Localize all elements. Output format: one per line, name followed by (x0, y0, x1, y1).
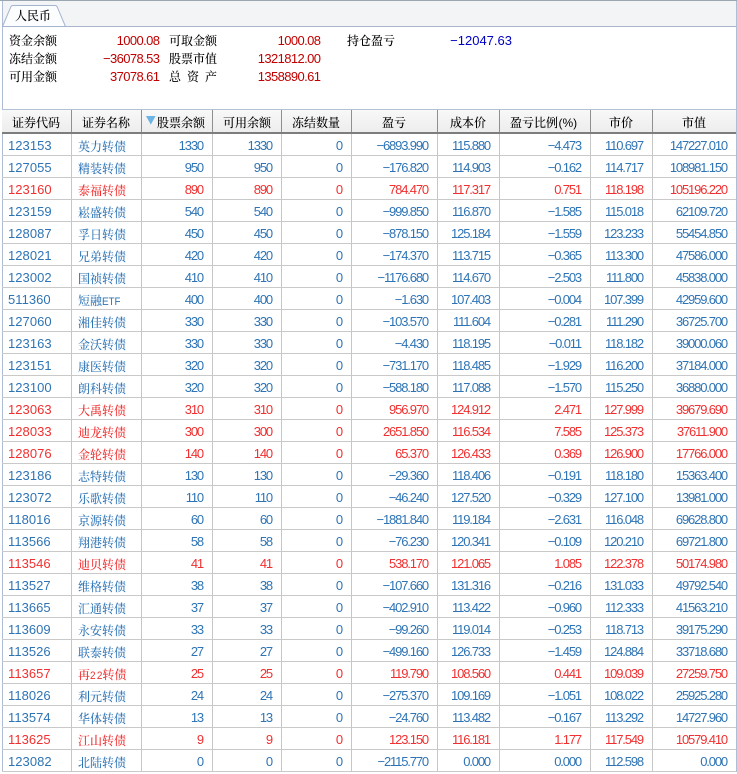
svg-text:22: 22 (89, 671, 102, 681)
svg-text:ETF: ETF (101, 297, 120, 307)
